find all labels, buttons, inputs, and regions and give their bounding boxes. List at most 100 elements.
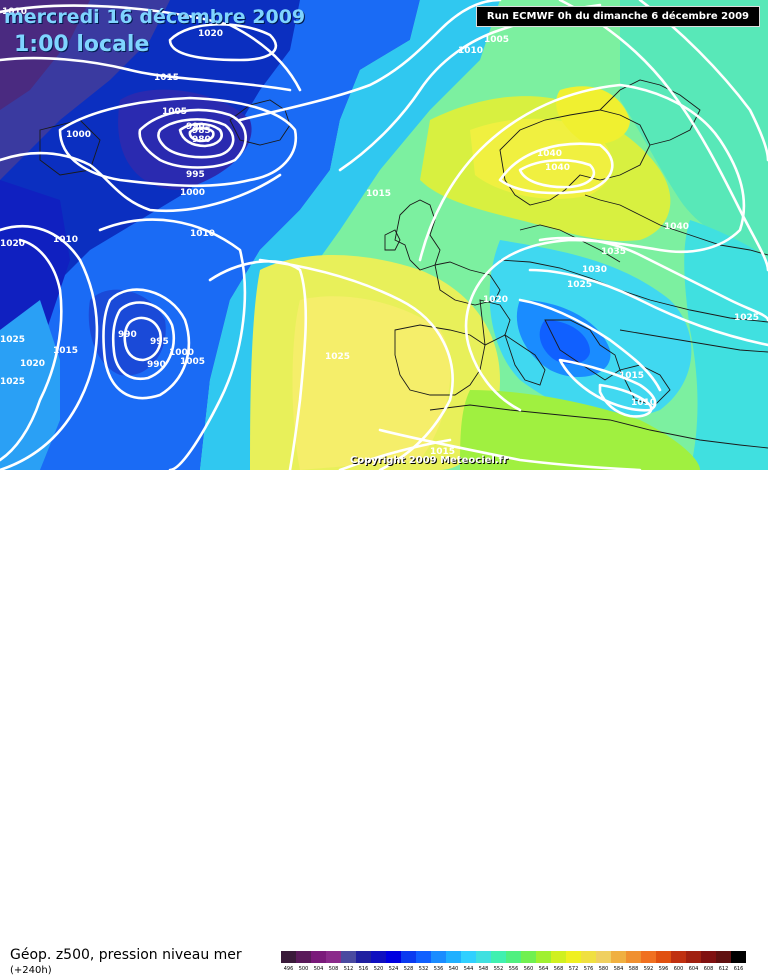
scale-tick-label: 616 bbox=[733, 966, 744, 972]
scale-tick-label: 544 bbox=[463, 966, 474, 972]
legend-footer: Géop. z500, pression niveau mer (+240h) … bbox=[0, 470, 768, 976]
scale-tick-label: 520 bbox=[373, 966, 384, 972]
scale-swatch bbox=[476, 951, 491, 963]
isobar-label: 1025 bbox=[0, 377, 25, 387]
scale-tick-label: 556 bbox=[508, 966, 519, 972]
scale-swatch bbox=[491, 951, 506, 963]
color-scale-labels: 496 500 504 508 512 516 520 524 528 532 536 540 544 5… bbox=[281, 966, 746, 972]
scale-tick-label: 564 bbox=[538, 966, 549, 972]
model-run-label: Run ECMWF 0h du dimanche 6 décembre 2009 bbox=[475, 6, 760, 27]
isobar-label: 1010 bbox=[2, 7, 27, 17]
isobar-label: 1025 bbox=[0, 335, 25, 345]
scale-swatch bbox=[371, 951, 386, 963]
scale-tick-label: 608 bbox=[703, 966, 714, 972]
isobar-label: 995 bbox=[150, 337, 169, 347]
scale-swatch bbox=[716, 951, 731, 963]
isobar-label: 1005 bbox=[162, 107, 187, 117]
scale-tick-label: 528 bbox=[403, 966, 414, 972]
isobar-label: 1015 bbox=[430, 447, 455, 457]
scale-tick-label: 560 bbox=[523, 966, 534, 972]
isobar-label: 1020 bbox=[20, 359, 45, 369]
scale-tick-label: 592 bbox=[643, 966, 654, 972]
legend-subtitle: (+240h) bbox=[10, 965, 52, 976]
forecast-hour: 1:00 locale bbox=[14, 32, 150, 57]
isobar-label: 1015 bbox=[619, 371, 644, 381]
scale-swatch bbox=[521, 951, 536, 963]
legend-title: Géop. z500, pression niveau mer bbox=[10, 947, 242, 963]
isobar-label: 1020 bbox=[0, 239, 25, 249]
scale-tick-label: 548 bbox=[478, 966, 489, 972]
isobar-label: 1025 bbox=[734, 313, 759, 323]
scale-swatch bbox=[461, 951, 476, 963]
isobar-label: 1015 bbox=[53, 346, 78, 356]
scale-swatch bbox=[446, 951, 461, 963]
isobar-label: 1030 bbox=[582, 265, 607, 275]
copyright-notice: Copyright 2009 Meteociel.fr bbox=[350, 455, 508, 466]
scale-tick-label: 600 bbox=[673, 966, 684, 972]
scale-swatch bbox=[656, 951, 671, 963]
scale-swatch bbox=[701, 951, 716, 963]
scale-swatch bbox=[596, 951, 611, 963]
isobar-label: 1040 bbox=[537, 149, 562, 159]
isobar-label: 990 bbox=[118, 330, 137, 340]
scale-swatch bbox=[416, 951, 431, 963]
isobar-label: 1025 bbox=[567, 280, 592, 290]
scale-swatch bbox=[641, 951, 656, 963]
scale-swatch bbox=[581, 951, 596, 963]
scale-tick-label: 512 bbox=[343, 966, 354, 972]
scale-tick-label: 504 bbox=[313, 966, 324, 972]
scale-swatch bbox=[356, 951, 371, 963]
scale-swatch bbox=[386, 951, 401, 963]
scale-tick-label: 568 bbox=[553, 966, 564, 972]
isobar-label: 1020 bbox=[483, 295, 508, 305]
isobar-label: 1040 bbox=[545, 163, 570, 173]
scale-swatch bbox=[536, 951, 551, 963]
scale-swatch bbox=[671, 951, 686, 963]
isobar-label: 1010 bbox=[53, 235, 78, 245]
scale-swatch bbox=[551, 951, 566, 963]
isobar-label: 1025 bbox=[325, 352, 350, 362]
scale-tick-label: 576 bbox=[583, 966, 594, 972]
isobar-label: 1010 bbox=[190, 229, 215, 239]
scale-tick-label: 552 bbox=[493, 966, 504, 972]
isobar-label: 1020 bbox=[198, 29, 223, 39]
scale-tick-label: 536 bbox=[433, 966, 444, 972]
isobar-labels: 1010 1020 1005 1010 1015 1005 1000 990 9… bbox=[0, 7, 759, 457]
scale-swatch bbox=[431, 951, 446, 963]
scale-swatch bbox=[626, 951, 641, 963]
scale-tick-label: 580 bbox=[598, 966, 609, 972]
scale-tick-label: 588 bbox=[628, 966, 639, 972]
isobar-label: 1010 bbox=[458, 46, 483, 56]
scale-swatch bbox=[326, 951, 341, 963]
scale-swatch bbox=[341, 951, 356, 963]
isobar-label: 990 bbox=[147, 360, 166, 370]
scale-swatch bbox=[311, 951, 326, 963]
isobar-label: 985 bbox=[192, 126, 211, 136]
scale-swatch bbox=[611, 951, 626, 963]
scale-swatch bbox=[401, 951, 416, 963]
scale-swatch bbox=[281, 951, 296, 963]
scale-tick-label: 524 bbox=[388, 966, 399, 972]
scale-tick-label: 572 bbox=[568, 966, 579, 972]
scale-tick-label: 508 bbox=[328, 966, 339, 972]
scale-swatch bbox=[296, 951, 311, 963]
scale-swatch bbox=[566, 951, 581, 963]
isobar-label: 1035 bbox=[601, 247, 626, 257]
forecast-map: 1010 1020 1005 1010 1015 1005 1000 990 9… bbox=[0, 0, 768, 470]
isobar-label: 1040 bbox=[664, 222, 689, 232]
scale-tick-label: 496 bbox=[283, 966, 294, 972]
isobar-label: 1005 bbox=[484, 35, 509, 45]
isobar-label: 1000 bbox=[169, 348, 194, 358]
map-canvas: 1010 1020 1005 1010 1015 1005 1000 990 9… bbox=[0, 0, 768, 470]
isobar-label: 1005 bbox=[180, 357, 205, 367]
scale-tick-label: 500 bbox=[298, 966, 309, 972]
scale-tick-label: 612 bbox=[718, 966, 729, 972]
scale-tick-label: 516 bbox=[358, 966, 369, 972]
isobar-label: 1015 bbox=[366, 189, 391, 199]
isobar-label: 1000 bbox=[66, 130, 91, 140]
scale-tick-label: 584 bbox=[613, 966, 624, 972]
scale-tick-label: 596 bbox=[658, 966, 669, 972]
isobar-label: 1000 bbox=[180, 188, 205, 198]
isobar-label: 980 bbox=[192, 135, 211, 145]
color-scale bbox=[281, 951, 746, 963]
